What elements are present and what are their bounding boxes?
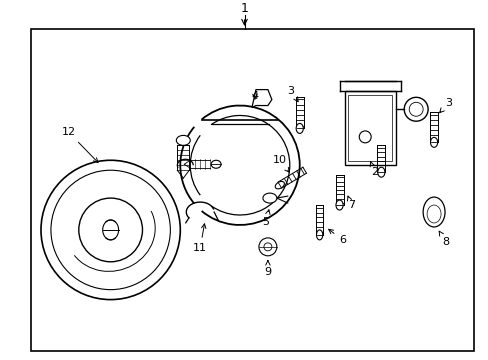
Text: 3: 3 (286, 86, 298, 102)
Text: 1: 1 (240, 3, 248, 15)
Text: 10: 10 (272, 155, 289, 172)
Ellipse shape (211, 160, 221, 168)
Ellipse shape (275, 181, 284, 189)
Text: 4: 4 (251, 91, 258, 100)
Text: 7: 7 (347, 196, 354, 210)
Ellipse shape (316, 230, 322, 240)
Ellipse shape (429, 138, 437, 147)
Ellipse shape (377, 167, 384, 177)
Text: 2: 2 (369, 162, 377, 177)
Ellipse shape (422, 197, 444, 227)
Text: 3: 3 (439, 98, 451, 113)
Circle shape (41, 160, 180, 300)
Text: 8: 8 (438, 231, 448, 247)
Bar (344, 91, 395, 165)
Text: 12: 12 (61, 127, 98, 162)
Text: 11: 11 (193, 224, 207, 253)
Circle shape (259, 238, 276, 256)
Bar (348, 95, 391, 161)
Ellipse shape (296, 123, 303, 134)
Text: 9: 9 (264, 261, 271, 277)
Text: 6: 6 (328, 229, 346, 245)
Ellipse shape (335, 200, 343, 210)
Circle shape (404, 97, 427, 121)
Polygon shape (251, 90, 271, 108)
Text: 5: 5 (262, 210, 269, 227)
Ellipse shape (263, 193, 276, 203)
Ellipse shape (176, 135, 190, 145)
